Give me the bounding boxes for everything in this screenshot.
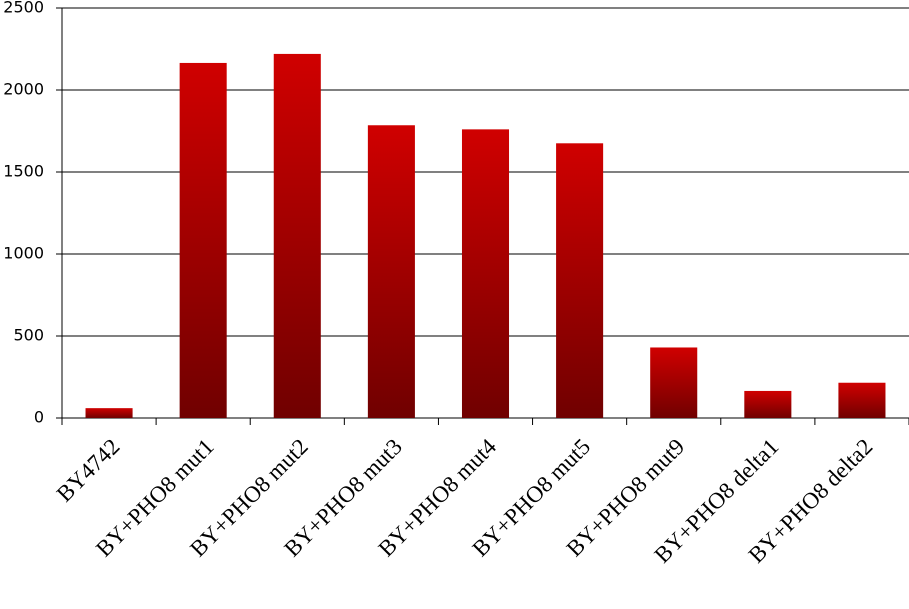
bar bbox=[273, 53, 321, 419]
y-tick-label: 1500 bbox=[3, 162, 44, 181]
y-tick-label: 2000 bbox=[3, 80, 44, 99]
bar bbox=[367, 125, 415, 418]
bar bbox=[744, 390, 792, 418]
bar bbox=[650, 347, 698, 418]
bar bbox=[179, 62, 227, 418]
y-tick-label: 0 bbox=[34, 408, 44, 427]
x-tick-label: BY4742 bbox=[52, 434, 125, 507]
y-tick-label: 500 bbox=[13, 326, 44, 345]
y-tick-label: 2500 bbox=[3, 0, 44, 17]
bar bbox=[85, 408, 133, 418]
bar bbox=[556, 143, 604, 419]
y-tick-label: 1000 bbox=[3, 244, 44, 263]
bar bbox=[461, 129, 510, 419]
bar bbox=[838, 382, 886, 418]
